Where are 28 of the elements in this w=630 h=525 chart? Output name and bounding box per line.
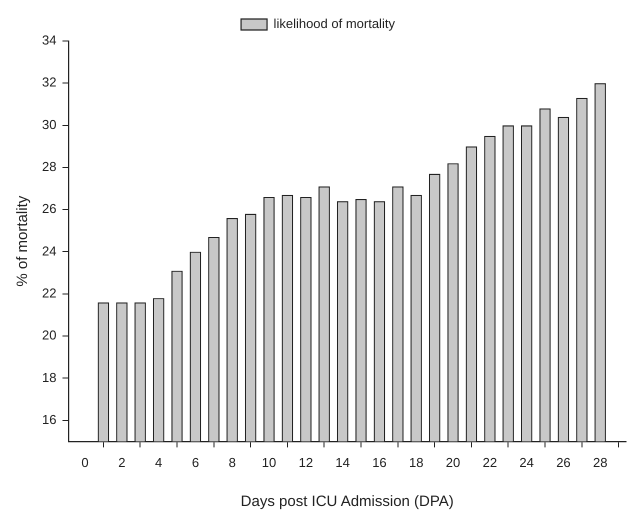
y-tick-label: 16	[42, 412, 56, 427]
y-tick-label: 32	[42, 74, 56, 90]
x-tick-label: 20	[446, 454, 460, 470]
x-tick-label: 12	[298, 454, 314, 470]
x-tick-label: 18	[409, 454, 424, 470]
x-tick-label: 24	[519, 454, 534, 470]
x-axis-title: Days post ICU Admission (DPA)	[240, 493, 454, 510]
x-tick-label: 22	[482, 454, 498, 470]
y-tick-label: 24	[42, 243, 56, 258]
x-tick-label: 2	[118, 454, 126, 470]
x-tick-label: 26	[556, 454, 571, 470]
x-tick-label: 14	[335, 454, 350, 470]
x-tick-label: 10	[262, 454, 276, 470]
y-tick-label: 26	[42, 201, 56, 216]
x-tick-label: 0	[81, 454, 89, 470]
x-tick-label: 8	[228, 454, 236, 470]
y-tick-label: 28	[42, 159, 56, 174]
x-tick-label: 4	[155, 454, 162, 470]
x-tick-label: 28	[593, 454, 608, 470]
legend-label: likelihood of mortality	[274, 16, 396, 32]
y-tick-label: 20	[42, 328, 56, 343]
y-tick-label: 22	[42, 285, 56, 300]
x-tick-label: 16	[372, 454, 387, 470]
x-tick-label: 6	[192, 454, 200, 470]
y-tick-label: 34	[42, 32, 56, 48]
y-tick-label: 30	[42, 116, 56, 132]
y-axis-title: % of mortality	[14, 195, 32, 287]
y-tick-label: 18	[42, 370, 56, 385]
